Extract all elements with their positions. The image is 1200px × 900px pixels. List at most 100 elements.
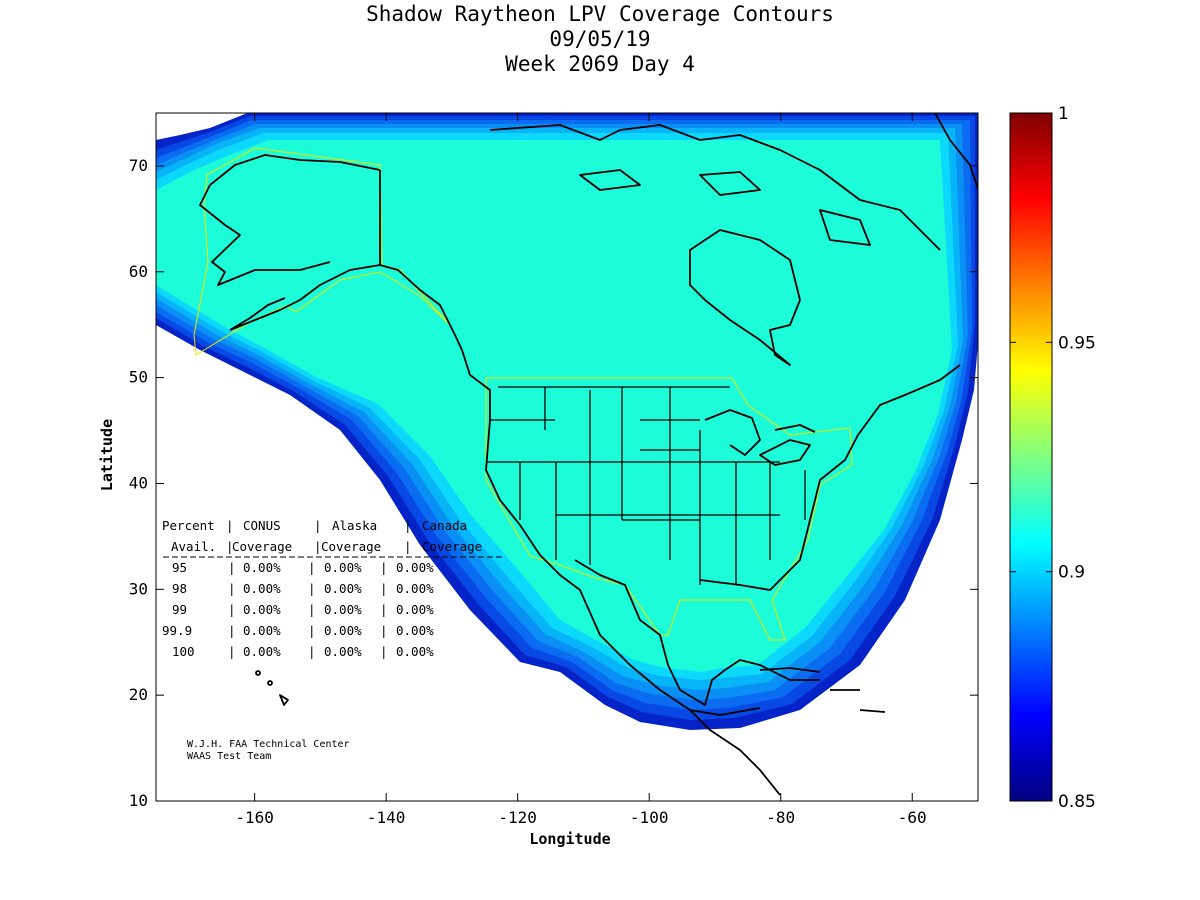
- x-tick-label: -60: [898, 808, 927, 827]
- x-tick-label: -160: [235, 808, 274, 827]
- table-separator: |: [228, 644, 236, 659]
- table-separator: |: [380, 623, 388, 638]
- y-axis: 10 20 30 40 50 60 70: [129, 156, 978, 810]
- table-separator: |: [228, 560, 236, 575]
- alaska-service-boundary: [193, 147, 451, 356]
- y-tick-label: 10: [129, 791, 148, 810]
- chart-title: Shadow Raytheon LPV Coverage Contours: [366, 2, 834, 26]
- table-separator: |: [380, 581, 388, 596]
- x-tick-label: -120: [498, 808, 537, 827]
- x-axis: -160 -140 -120 -100 -80 -60: [235, 113, 927, 827]
- table-row: 99 0.00% 0.00% 0.00% | | |: [172, 602, 434, 617]
- x-axis-label: Longitude: [529, 830, 610, 848]
- table-cell-canada: 0.00%: [396, 623, 434, 638]
- table-cell-canada: 0.00%: [396, 560, 434, 575]
- table-cell-alaska: 0.00%: [324, 602, 362, 617]
- table-cell-conus: 0.00%: [243, 581, 281, 596]
- y-tick-label: 30: [129, 579, 148, 598]
- table-subheader-coverage: Coverage: [422, 539, 482, 554]
- table-separator: |: [380, 644, 388, 659]
- y-tick-label: 70: [129, 156, 148, 175]
- table-subheader-coverage: Coverage: [232, 539, 292, 554]
- x-tick-label: -100: [630, 808, 669, 827]
- y-tick-label: 60: [129, 262, 148, 281]
- colorbar-tick-label: 0.9: [1058, 563, 1085, 583]
- table-header-canada: Canada: [422, 518, 467, 533]
- table-separator: |: [314, 539, 322, 554]
- table-row: 95 0.00% 0.00% 0.00% | | |: [172, 560, 434, 575]
- alaska-coastline: [199, 154, 456, 336]
- table-cell-percent: 99: [172, 602, 187, 617]
- table-cell-alaska: 0.00%: [324, 581, 362, 596]
- table-cell-conus: 0.00%: [243, 602, 281, 617]
- table-cell-alaska: 0.00%: [324, 560, 362, 575]
- credit-line: W.J.H. FAA Technical Center: [187, 739, 350, 750]
- table-separator: |: [308, 623, 316, 638]
- table-separator: |: [308, 581, 316, 596]
- table-separator: |: [308, 560, 316, 575]
- east-coastline: [699, 364, 961, 591]
- chart-week-day: Week 2069 Day 4: [505, 52, 695, 76]
- table-separator: |: [314, 518, 322, 533]
- y-tick-label: 40: [129, 473, 148, 492]
- table-cell-canada: 0.00%: [396, 602, 434, 617]
- table-separator: |: [226, 539, 234, 554]
- table-cell-percent: 99.9: [162, 623, 192, 638]
- hudson-bay: [689, 229, 801, 366]
- colorbar-ticks: 0.85 0.9 0.95 1: [1010, 104, 1096, 812]
- table-separator: |: [308, 644, 316, 659]
- table-separator: |: [380, 602, 388, 617]
- table-cell-alaska: 0.00%: [324, 644, 362, 659]
- x-tick-label: -140: [367, 808, 406, 827]
- us-state-borders: [486, 386, 806, 585]
- coverage-table: Percent CONUS Alaska Canada Avail. Coverage Co…: [162, 518, 502, 659]
- table-header-percent: Percent: [162, 518, 215, 533]
- table-cell-conus: 0.00%: [243, 623, 281, 638]
- table-cell-conus: 0.00%: [243, 644, 281, 659]
- table-cell-alaska: 0.00%: [324, 623, 362, 638]
- great-lakes: [704, 409, 816, 466]
- table-cell-canada: 0.00%: [396, 644, 434, 659]
- coverage-core: [156, 140, 952, 672]
- hawaii-island: [255, 670, 261, 676]
- table-separator: |: [404, 539, 412, 554]
- table-header-alaska: Alaska: [332, 518, 377, 533]
- table-separator: |: [226, 518, 234, 533]
- x-tick-label: -80: [766, 808, 795, 827]
- y-tick-label: 50: [129, 368, 148, 387]
- conus-service-boundary: [485, 377, 853, 641]
- gulf-coastline: [574, 559, 820, 706]
- greenland: [934, 113, 978, 192]
- table-cell-conus: 0.00%: [243, 560, 281, 575]
- table-cell-percent: 95: [172, 560, 187, 575]
- colorbar-tick-label: 0.95: [1058, 333, 1096, 353]
- hawaii-island-2: [267, 680, 273, 686]
- table-cell-percent: 100: [172, 644, 195, 659]
- table-cell-percent: 98: [172, 581, 187, 596]
- central-america: [689, 709, 781, 796]
- y-tick-label: 20: [129, 685, 148, 704]
- table-separator: |: [380, 560, 388, 575]
- table-subheader-avail: Avail.: [171, 539, 216, 554]
- table-separator: |: [228, 623, 236, 638]
- service-area-boundaries: [193, 147, 853, 641]
- colorbar: [1009, 112, 1053, 802]
- colorbar-tick-label: 1: [1058, 104, 1069, 124]
- table-row: 99.9 0.00% 0.00% 0.00% | | |: [162, 623, 434, 638]
- table-cell-canada: 0.00%: [396, 581, 434, 596]
- table-row: 100 0.00% 0.00% 0.00% | | |: [172, 644, 434, 659]
- colorbar-tick-label: 0.85: [1058, 792, 1096, 812]
- table-subheader-coverage: Coverage: [321, 539, 381, 554]
- credit-line: WAAS Test Team: [187, 751, 271, 762]
- table-separator: |: [404, 518, 412, 533]
- chart-date: 09/05/19: [549, 27, 651, 51]
- hawaii-big-island: [279, 694, 289, 706]
- table-header-conus: CONUS: [243, 518, 281, 533]
- coastlines-and-borders: [199, 113, 978, 796]
- table-separator: |: [228, 581, 236, 596]
- plot-frame: [155, 112, 979, 802]
- west-coastline: [454, 334, 761, 716]
- table-separator: |: [228, 602, 236, 617]
